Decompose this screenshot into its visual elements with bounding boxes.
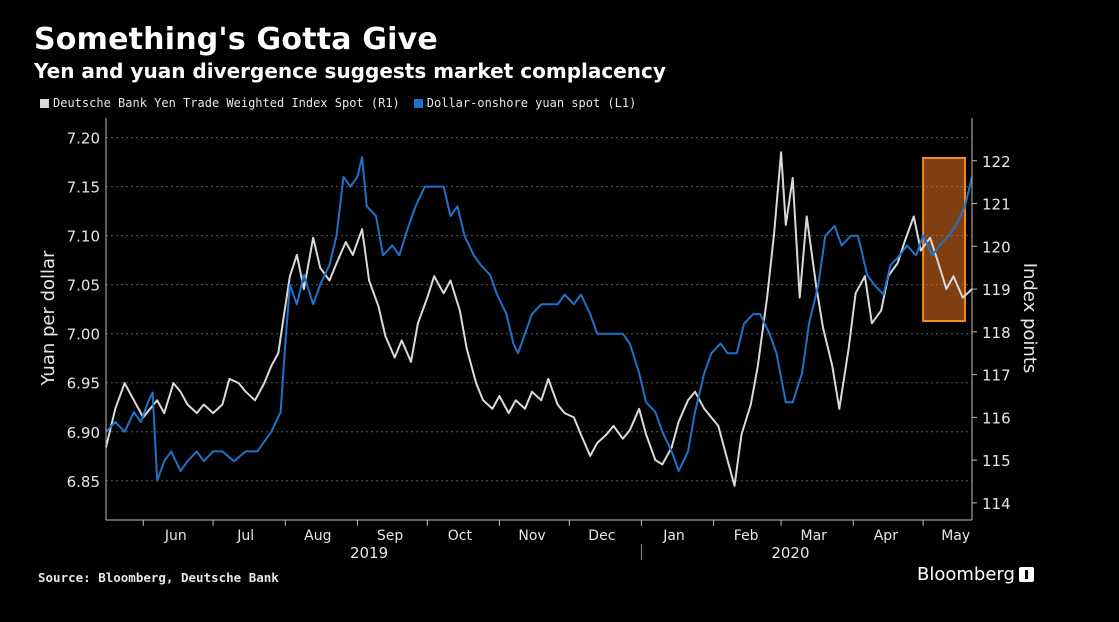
month-label: Dec: [588, 528, 615, 544]
right-tick-label: 116: [982, 409, 1011, 427]
month-label: Feb: [734, 528, 759, 544]
left-tick-label: 7.00: [67, 326, 100, 344]
chart-subtitle: Yen and yuan divergence suggests market …: [34, 59, 666, 83]
right-axis-label: Index points: [1019, 263, 1040, 374]
yuan-series-line: [105, 156, 973, 482]
legend-swatch-yuan: [413, 98, 423, 108]
left-axis-label: Yuan per dollar: [38, 250, 59, 387]
left-tick-label: 6.85: [67, 473, 100, 491]
month-label: Apr: [874, 528, 898, 544]
month-label: Nov: [518, 528, 545, 544]
left-tick-label: 7.10: [67, 228, 100, 246]
line-chart: 6.85 6.90 6.95 7.00 7.05 7.10 7.15 7.20 114 115 11…: [38, 118, 1040, 560]
left-tick-label: 6.90: [67, 424, 100, 442]
right-tick-label: 117: [982, 367, 1011, 385]
month-label: Oct: [448, 528, 473, 544]
month-label: Jun: [164, 528, 187, 544]
bloomberg-mark-icon: [1018, 567, 1034, 582]
left-tick-label: 7.15: [67, 179, 100, 197]
left-tick-label: 6.95: [67, 375, 100, 393]
legend-label-yuan: Dollar-onshore yuan spot (L1): [426, 96, 637, 110]
legend-item-yuan: Dollar-onshore yuan spot (L1): [413, 96, 637, 110]
right-tick-label: 120: [982, 238, 1011, 256]
right-tick-label: 114: [982, 495, 1011, 513]
right-tick-label: 118: [982, 324, 1011, 342]
month-label: Jul: [236, 528, 254, 544]
right-tick-label: 119: [982, 281, 1011, 299]
right-tick-label: 121: [982, 196, 1011, 214]
left-tick-label: 7.05: [67, 277, 100, 295]
source-note: Source: Bloomberg, Deutsche Bank: [38, 570, 279, 585]
year-label: 2020: [771, 544, 809, 560]
right-tick-label: 115: [982, 452, 1011, 470]
month-label: Sep: [377, 528, 404, 544]
brand-name: Bloomberg: [917, 564, 1015, 585]
month-label: Jan: [662, 528, 685, 544]
right-tick-label: 122: [982, 153, 1011, 171]
axis-layer: 6.85 6.90 6.95 7.00 7.05 7.10 7.15 7.20 114 115 11…: [67, 118, 1011, 560]
legend-item-yen: Deutsche Bank Yen Trade Weighted Index S…: [40, 96, 400, 110]
year-label: 2019: [350, 544, 388, 560]
month-label: May: [941, 528, 970, 544]
bloomberg-logo: Bloomberg: [917, 564, 1034, 585]
series-layer: [105, 151, 973, 487]
month-label: Aug: [304, 528, 331, 544]
chart-title: Something's Gotta Give: [34, 22, 438, 57]
legend-label-yen: Deutsche Bank Yen Trade Weighted Index S…: [53, 96, 400, 110]
grid-layer: [106, 137, 972, 482]
left-tick-label: 7.20: [67, 130, 100, 148]
yen-index-series-line: [105, 151, 973, 487]
month-label: Mar: [800, 528, 827, 544]
legend: Deutsche Bank Yen Trade Weighted Index S…: [40, 96, 636, 110]
legend-swatch-yen: [40, 98, 49, 108]
